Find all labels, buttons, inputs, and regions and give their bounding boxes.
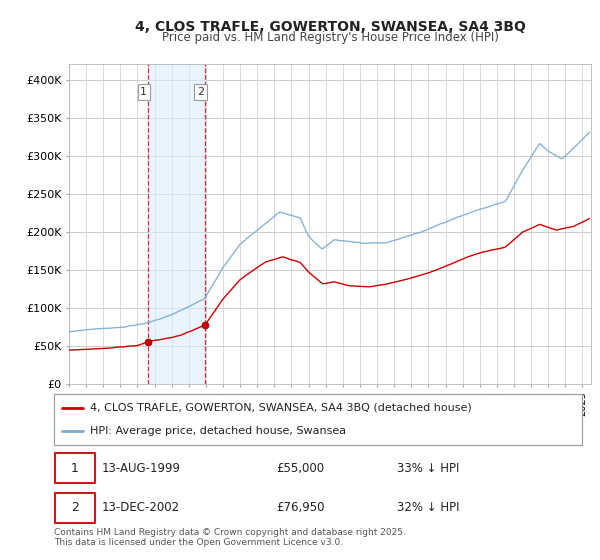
FancyBboxPatch shape [55, 493, 95, 523]
Text: 4, CLOS TRAFLE, GOWERTON, SWANSEA, SA4 3BQ (detached house): 4, CLOS TRAFLE, GOWERTON, SWANSEA, SA4 3… [90, 403, 472, 413]
Text: 33% ↓ HPI: 33% ↓ HPI [397, 461, 460, 475]
Bar [148, 64, 205, 384]
Text: 4, CLOS TRAFLE, GOWERTON, SWANSEA, SA4 3BQ: 4, CLOS TRAFLE, GOWERTON, SWANSEA, SA4 3… [134, 20, 526, 34]
Text: 2: 2 [197, 87, 205, 97]
Text: Price paid vs. HM Land Registry's House Price Index (HPI): Price paid vs. HM Land Registry's House … [161, 31, 499, 44]
Text: 32% ↓ HPI: 32% ↓ HPI [397, 501, 460, 515]
Text: Contains HM Land Registry data © Crown copyright and database right 2025.
This d: Contains HM Land Registry data © Crown c… [54, 528, 406, 547]
Text: HPI: Average price, detached house, Swansea: HPI: Average price, detached house, Swan… [90, 426, 346, 436]
Text: 1: 1 [71, 461, 79, 475]
Text: £55,000: £55,000 [276, 461, 324, 475]
Text: 13-DEC-2002: 13-DEC-2002 [101, 501, 179, 515]
Text: 1: 1 [140, 87, 148, 97]
Text: 2: 2 [71, 501, 79, 515]
FancyBboxPatch shape [55, 453, 95, 483]
Text: 13-AUG-1999: 13-AUG-1999 [101, 461, 181, 475]
Text: £76,950: £76,950 [276, 501, 324, 515]
